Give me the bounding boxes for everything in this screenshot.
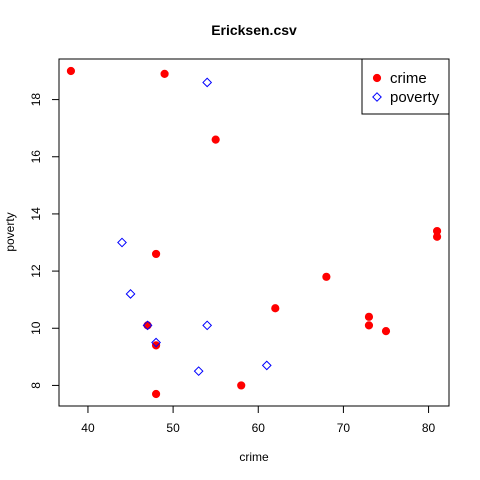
y-axis: 8 10 12 14 16 18 <box>29 93 60 389</box>
data-point-poverty <box>125 289 136 299</box>
data-point-crime <box>271 304 280 313</box>
y-axis-label: poverty <box>3 212 17 251</box>
data-point-crime <box>151 249 161 259</box>
data-point-crime <box>143 321 152 330</box>
data-point-crime <box>151 341 161 350</box>
data-point-crime <box>211 135 220 144</box>
legend-label-crime: crime <box>390 70 427 87</box>
legend-marker-poverty <box>372 92 382 102</box>
x-axis-label: crime <box>239 450 269 464</box>
data-points <box>66 66 442 399</box>
data-point-crime <box>66 66 76 76</box>
data-point-crime <box>381 327 391 336</box>
data-point-crime <box>364 312 374 321</box>
y-tick-label: 16 <box>29 150 43 164</box>
legend-box <box>361 58 450 115</box>
data-point-poverty <box>261 360 272 371</box>
data-point-poverty <box>202 320 213 331</box>
data-point-poverty <box>202 77 213 88</box>
y-tick-label: 10 <box>29 321 43 335</box>
y-tick-label: 18 <box>29 93 43 107</box>
data-point-crime <box>237 381 246 390</box>
data-point-poverty <box>117 237 127 248</box>
x-tick-label: 40 <box>81 421 95 435</box>
series-poverty <box>117 77 272 377</box>
legend: crime poverty <box>361 58 450 115</box>
x-tick-label: 50 <box>166 421 180 435</box>
series-crime <box>66 66 442 399</box>
x-tick-label: 80 <box>422 421 436 435</box>
data-point-poverty <box>151 337 161 348</box>
legend-marker-crime <box>372 73 382 83</box>
data-point-crime <box>160 69 169 78</box>
data-point-crime <box>364 321 374 330</box>
chart-title: Ericksen.csv <box>211 22 297 38</box>
y-tick-label: 12 <box>29 264 43 278</box>
y-tick-label: 14 <box>29 207 43 221</box>
data-point-crime <box>151 389 161 399</box>
data-point-poverty <box>142 320 153 331</box>
x-tick-label: 70 <box>337 421 351 435</box>
x-axis: 40 50 60 70 80 <box>81 405 436 435</box>
data-point-crime <box>432 232 442 241</box>
legend-label-poverty: poverty <box>390 89 440 106</box>
data-point-poverty <box>193 366 204 377</box>
x-tick-label: 60 <box>252 421 266 435</box>
y-tick-label: 8 <box>29 382 43 389</box>
data-point-crime <box>322 272 331 281</box>
